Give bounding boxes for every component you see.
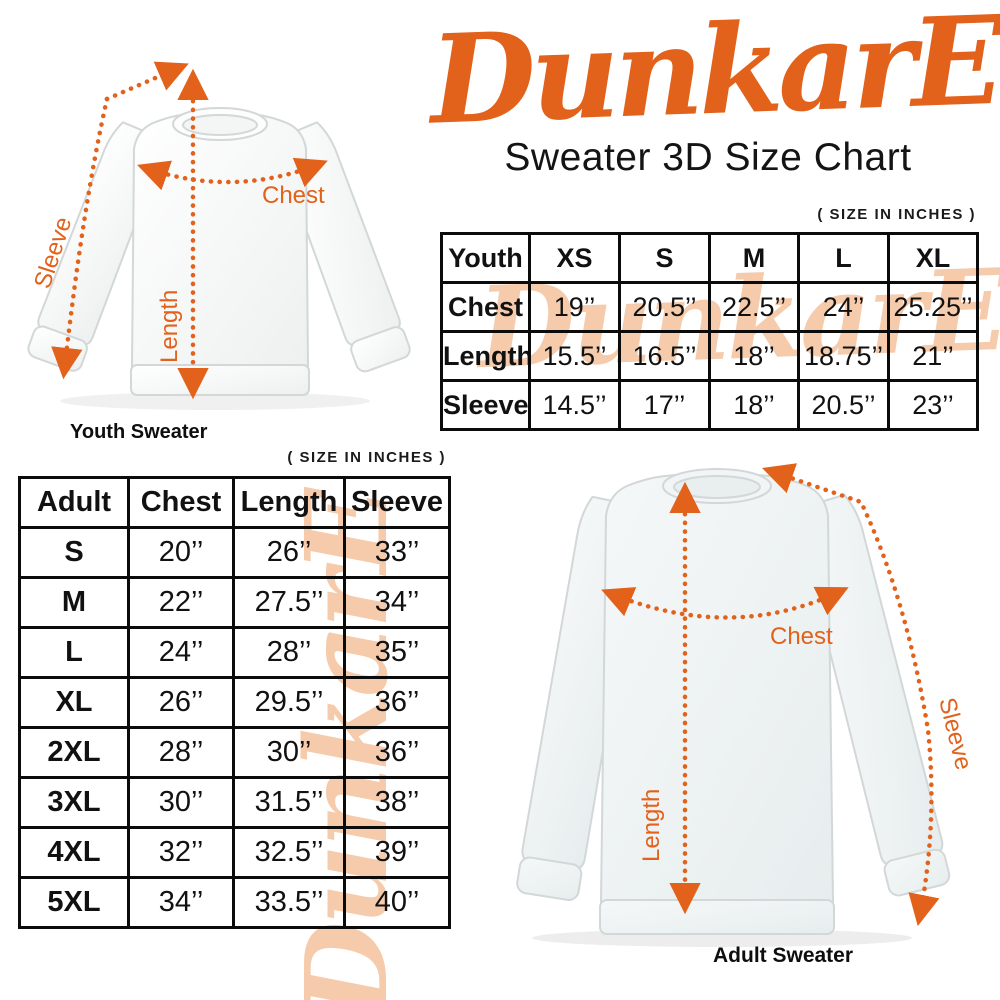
youth-diagram-caption: Youth Sweater bbox=[70, 421, 208, 443]
table-cell: 19’’ bbox=[528, 281, 621, 333]
table-header-cell: XL bbox=[887, 232, 979, 284]
table-row: XL 26’’ 29.5’’ 36’’ bbox=[18, 676, 451, 729]
table-row: S 20’’ 26’’ 33’’ bbox=[18, 526, 451, 579]
table-header-cell: L bbox=[797, 232, 890, 284]
table-row: 3XL 30’’ 31.5’’ 38’’ bbox=[18, 776, 451, 829]
table-cell: 34’’ bbox=[127, 876, 235, 929]
page-title: Sweater 3D Size Chart bbox=[504, 136, 912, 180]
table-cell: 40’’ bbox=[343, 876, 451, 929]
youth-sweater-illustration: Chest Length Sleeve bbox=[27, 61, 411, 410]
table-header-cell: Youth bbox=[440, 232, 531, 284]
adult-sweater-body bbox=[516, 468, 951, 947]
table-row: Chest 19’’ 20.5’’ 22.5’’ 24’’ 25.25’’ bbox=[440, 281, 979, 333]
row-label-cell: 3XL bbox=[18, 776, 130, 829]
table-cell: 24’’ bbox=[797, 281, 890, 333]
table-cell: 18’’ bbox=[708, 379, 800, 431]
table-cell: 22.5’’ bbox=[708, 281, 800, 333]
row-label-cell: M bbox=[18, 576, 130, 629]
table-cell: 36’’ bbox=[343, 726, 451, 779]
table-cell: 35’’ bbox=[343, 626, 451, 679]
table-cell: 33’’ bbox=[343, 526, 451, 579]
youth-size-unit-note: ( SIZE IN INCHES ) bbox=[817, 206, 976, 223]
row-label-cell: 4XL bbox=[18, 826, 130, 879]
table-cell: 33.5’’ bbox=[232, 876, 346, 929]
table-cell: 15.5’’ bbox=[528, 330, 621, 382]
length-label: Length bbox=[638, 789, 665, 862]
table-cell: 29.5’’ bbox=[232, 676, 346, 729]
table-cell: 36’’ bbox=[343, 676, 451, 729]
table-cell: 18’’ bbox=[708, 330, 800, 382]
table-cell: 21’’ bbox=[887, 330, 979, 382]
chest-label: Chest bbox=[262, 182, 325, 209]
table-cell: 34’’ bbox=[343, 576, 451, 629]
table-cell: 32.5’’ bbox=[232, 826, 346, 879]
table-cell: 27.5’’ bbox=[232, 576, 346, 629]
adult-sweater-illustration: Chest Length Sleeve bbox=[516, 463, 977, 947]
youth-size-table: Youth XS S M L XL Chest 19’’ 20.5’’ 22.5… bbox=[440, 232, 979, 431]
length-label: Length bbox=[156, 290, 183, 363]
table-cell: 16.5’’ bbox=[618, 330, 711, 382]
row-label-cell: Sleeve bbox=[440, 379, 531, 431]
table-row: Length 15.5’’ 16.5’’ 18’’ 18.75’’ 21’’ bbox=[440, 330, 979, 382]
table-cell: 18.75’’ bbox=[797, 330, 890, 382]
youth-sweater-body bbox=[27, 107, 411, 410]
table-header-cell: XS bbox=[528, 232, 621, 284]
adult-measurement-annotations: Chest Length Sleeve bbox=[601, 463, 977, 927]
brand-logo: DunkarE bbox=[427, 0, 1000, 152]
table-cell: 20.5’’ bbox=[618, 281, 711, 333]
row-label-cell: 2XL bbox=[18, 726, 130, 779]
table-cell: 22’’ bbox=[127, 576, 235, 629]
table-cell: 30’’ bbox=[232, 726, 346, 779]
table-cell: 24’’ bbox=[127, 626, 235, 679]
table-row: 2XL 28’’ 30’’ 36’’ bbox=[18, 726, 451, 779]
sleeve-measure-line bbox=[762, 463, 940, 927]
row-label-cell: Length bbox=[440, 330, 531, 382]
table-cell: 39’’ bbox=[343, 826, 451, 879]
table-cell: 32’’ bbox=[127, 826, 235, 879]
table-row: L 24’’ 28’’ 35’’ bbox=[18, 626, 451, 679]
row-label-cell: L bbox=[18, 626, 130, 679]
table-cell: 26’’ bbox=[232, 526, 346, 579]
table-row: Adult Chest Length Sleeve bbox=[18, 476, 451, 529]
table-header-cell: Adult bbox=[18, 476, 130, 529]
table-cell: 31.5’’ bbox=[232, 776, 346, 829]
row-label-cell: Chest bbox=[440, 281, 531, 333]
table-cell: 30’’ bbox=[127, 776, 235, 829]
table-cell: 28’’ bbox=[127, 726, 235, 779]
table-cell: 14.5’’ bbox=[528, 379, 621, 431]
table-header-cell: M bbox=[708, 232, 800, 284]
table-cell: 20’’ bbox=[127, 526, 235, 579]
table-row: Sleeve 14.5’’ 17’’ 18’’ 20.5’’ 23’’ bbox=[440, 379, 979, 431]
row-label-cell: 5XL bbox=[18, 876, 130, 929]
table-cell: 28’’ bbox=[232, 626, 346, 679]
table-header-cell: Sleeve bbox=[343, 476, 451, 529]
table-row: M 22’’ 27.5’’ 34’’ bbox=[18, 576, 451, 629]
table-cell: 25.25’’ bbox=[887, 281, 979, 333]
adult-diagram-caption: Adult Sweater bbox=[713, 944, 854, 967]
table-cell: 38’’ bbox=[343, 776, 451, 829]
table-header-cell: Chest bbox=[127, 476, 235, 529]
table-row: 5XL 34’’ 33.5’’ 40’’ bbox=[18, 876, 451, 929]
sleeve-label: Sleeve bbox=[933, 695, 977, 773]
table-cell: 23’’ bbox=[887, 379, 979, 431]
table-header-cell: S bbox=[618, 232, 711, 284]
chest-measure-line bbox=[601, 586, 849, 620]
sleeve-measure-line-lower bbox=[51, 96, 110, 380]
row-label-cell: XL bbox=[18, 676, 130, 729]
adult-size-unit-note: ( SIZE IN INCHES ) bbox=[287, 449, 446, 466]
adult-size-table: Adult Chest Length Sleeve S 20’’ 26’’ 33… bbox=[18, 476, 451, 929]
table-cell: 20.5’’ bbox=[797, 379, 890, 431]
row-label-cell: S bbox=[18, 526, 130, 579]
table-row: Youth XS S M L XL bbox=[440, 232, 979, 284]
chest-label: Chest bbox=[770, 623, 833, 650]
table-cell: 26’’ bbox=[127, 676, 235, 729]
table-header-cell: Length bbox=[232, 476, 346, 529]
brand-header: DunkarE Sweater 3D Size Chart bbox=[428, 0, 1000, 180]
table-row: 4XL 32’’ 32.5’’ 39’’ bbox=[18, 826, 451, 879]
sleeve-measure-line-upper bbox=[104, 61, 189, 102]
table-cell: 17’’ bbox=[618, 379, 711, 431]
